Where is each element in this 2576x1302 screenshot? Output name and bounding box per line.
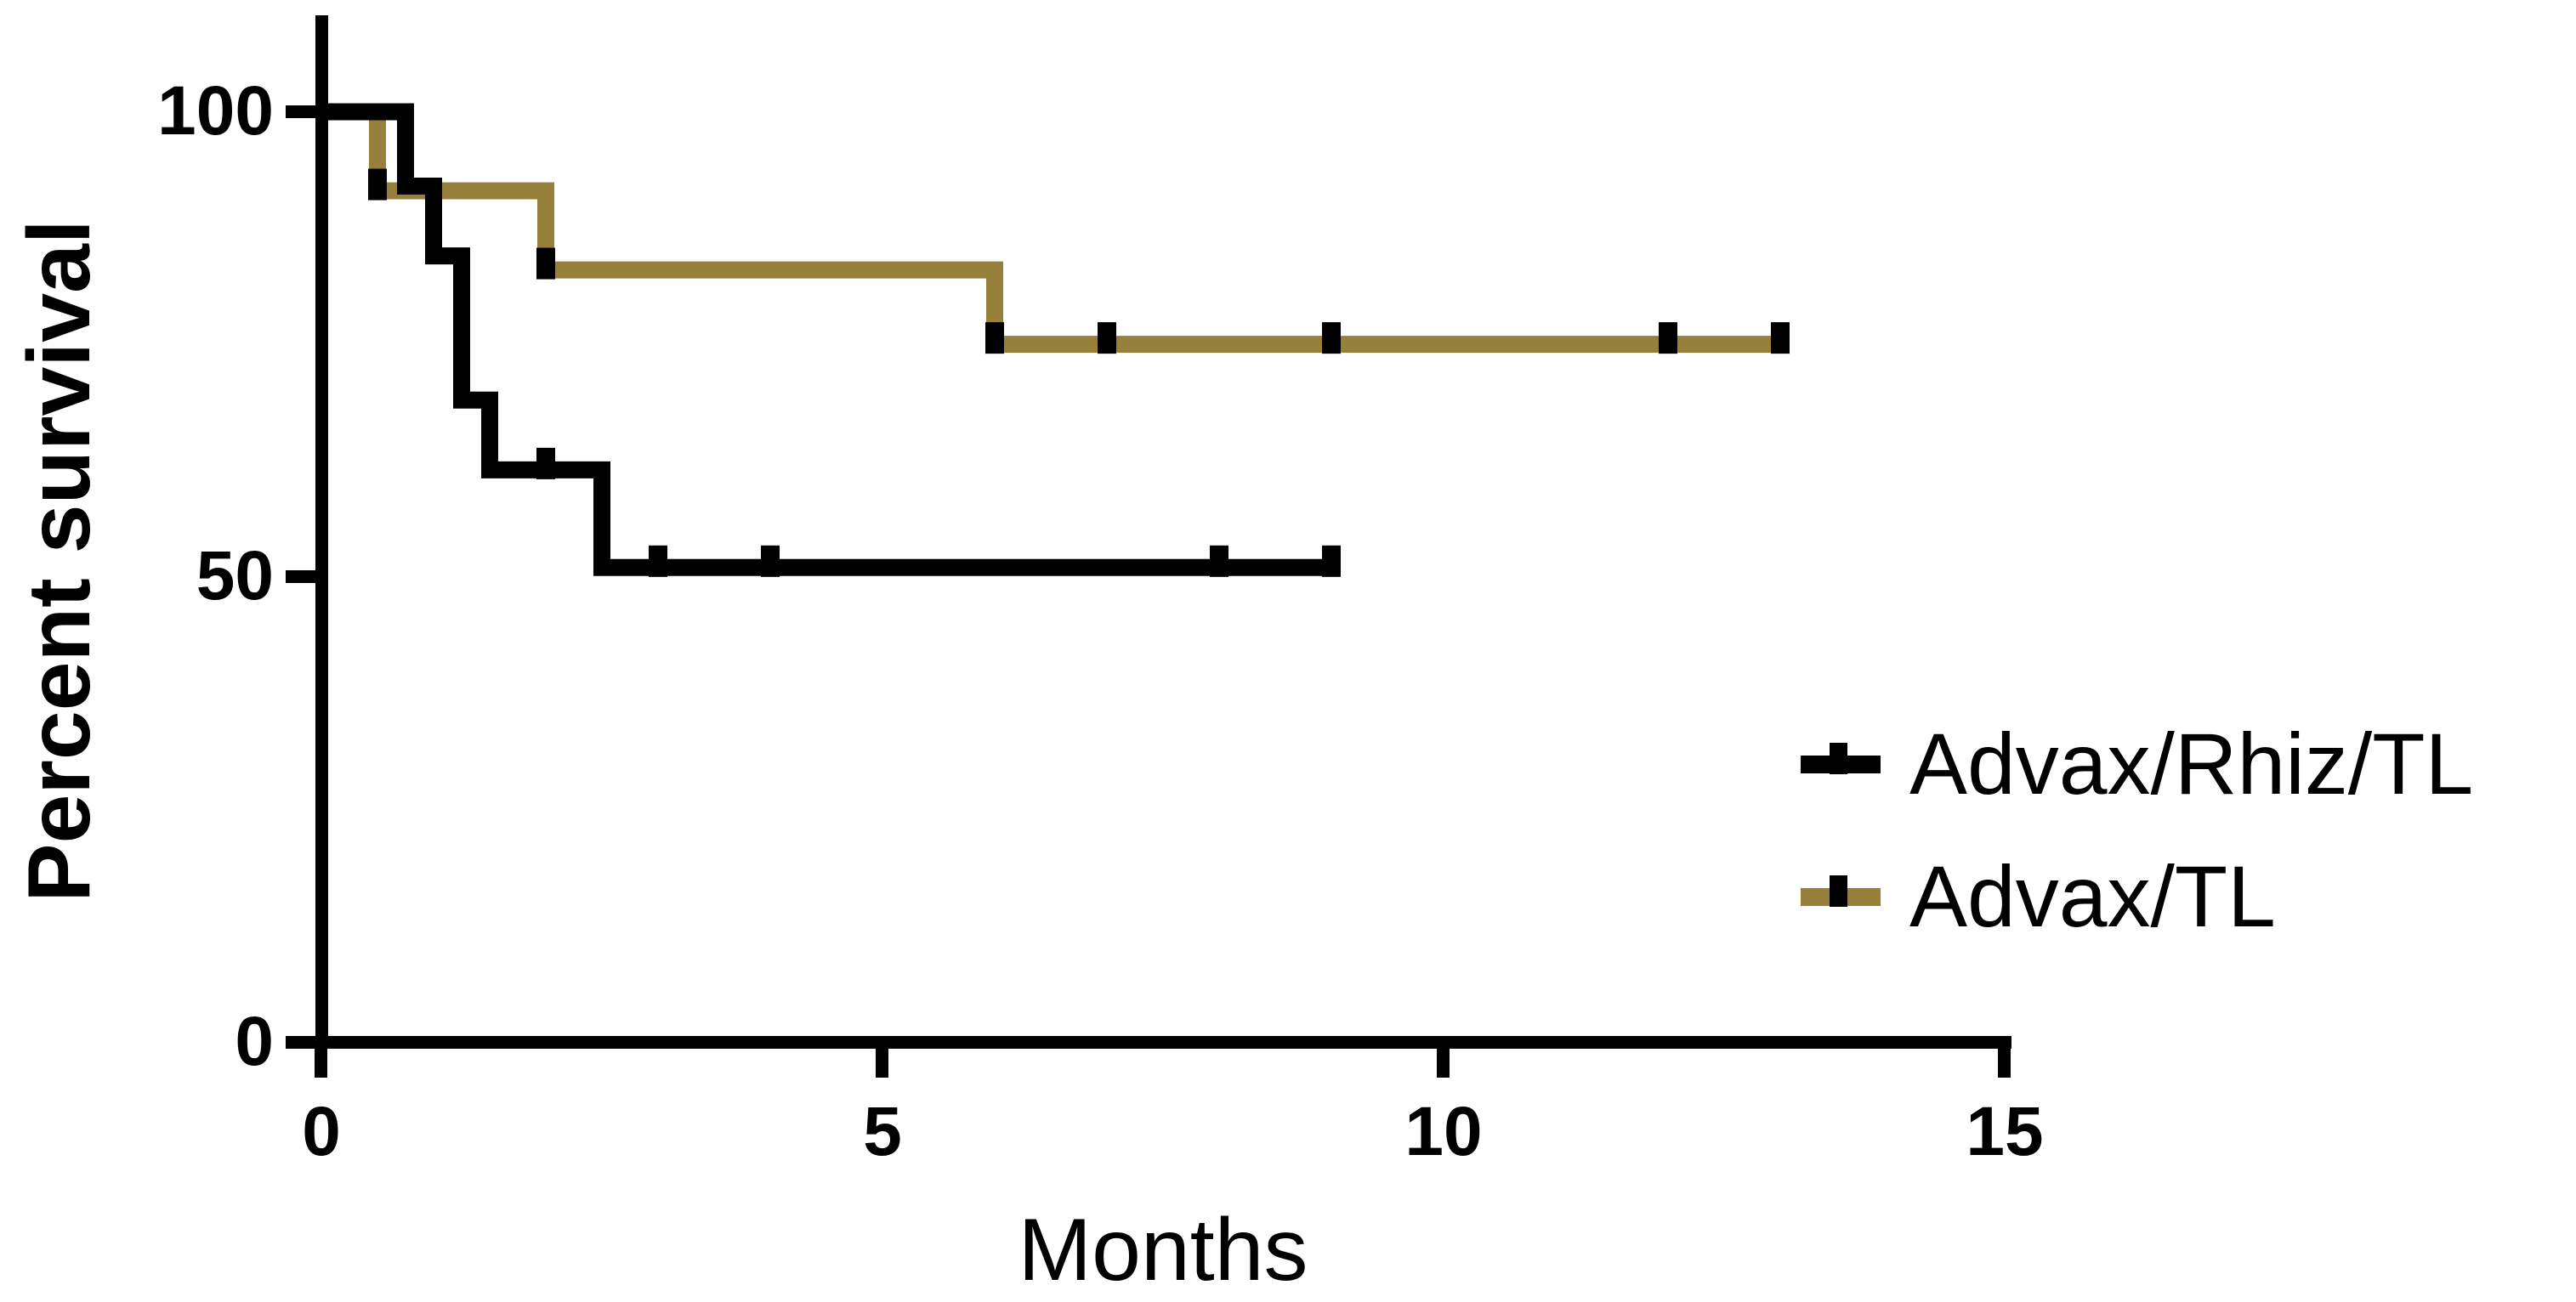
y-axis-line xyxy=(315,15,328,1049)
y-tick-label-100: 100 xyxy=(157,72,274,150)
legend-censor-mark-advax-rhiz-tl xyxy=(1830,743,1847,774)
survival-curve-advax-rhiz-tl xyxy=(321,103,1331,576)
censor-mark-advax-rhiz-tl xyxy=(1322,545,1341,577)
x-tick-label-5: 5 xyxy=(863,1093,902,1170)
x-tick-10 xyxy=(1437,1049,1450,1078)
x-tick-label-10: 10 xyxy=(1404,1093,1483,1170)
censor-mark-advax-tl xyxy=(536,247,555,280)
y-tick-50 xyxy=(286,570,315,583)
censor-mark-advax-tl xyxy=(1659,322,1677,354)
survival-curve-advax-tl xyxy=(321,103,1780,354)
censor-mark-advax-rhiz-tl xyxy=(761,545,780,577)
legend-censor-mark-advax-tl xyxy=(1830,875,1847,907)
censor-mark-advax-rhiz-tl xyxy=(649,545,667,577)
x-tick-label-0: 0 xyxy=(302,1093,341,1170)
y-axis-title: Percent survival xyxy=(10,219,109,903)
censor-mark-advax-tl xyxy=(1322,322,1341,354)
x-axis-line xyxy=(315,1036,2011,1049)
y-tick-100 xyxy=(286,105,315,118)
censor-mark-advax-tl xyxy=(985,322,1004,354)
y-tick-0 xyxy=(286,1036,315,1049)
censor-mark-advax-tl xyxy=(1098,322,1116,354)
x-tick-0 xyxy=(315,1049,327,1078)
legend-label-advax-rhiz-tl: Advax/Rhiz/TL xyxy=(1909,716,2474,812)
censor-mark-advax-rhiz-tl xyxy=(536,447,555,479)
censor-mark-advax-tl xyxy=(1771,322,1790,354)
x-tick-label-15: 15 xyxy=(1966,1093,2044,1170)
censor-mark-advax-rhiz-tl xyxy=(1210,545,1228,577)
censor-mark-advax-tl xyxy=(368,168,387,201)
legend-label-advax-tl: Advax/TL xyxy=(1909,848,2276,945)
x-tick-15 xyxy=(1998,1049,2011,1078)
x-axis-title: Months xyxy=(1018,1201,1308,1299)
y-tick-label-50: 50 xyxy=(196,537,274,614)
x-tick-5 xyxy=(876,1049,888,1078)
y-tick-label-0: 0 xyxy=(235,1003,274,1080)
